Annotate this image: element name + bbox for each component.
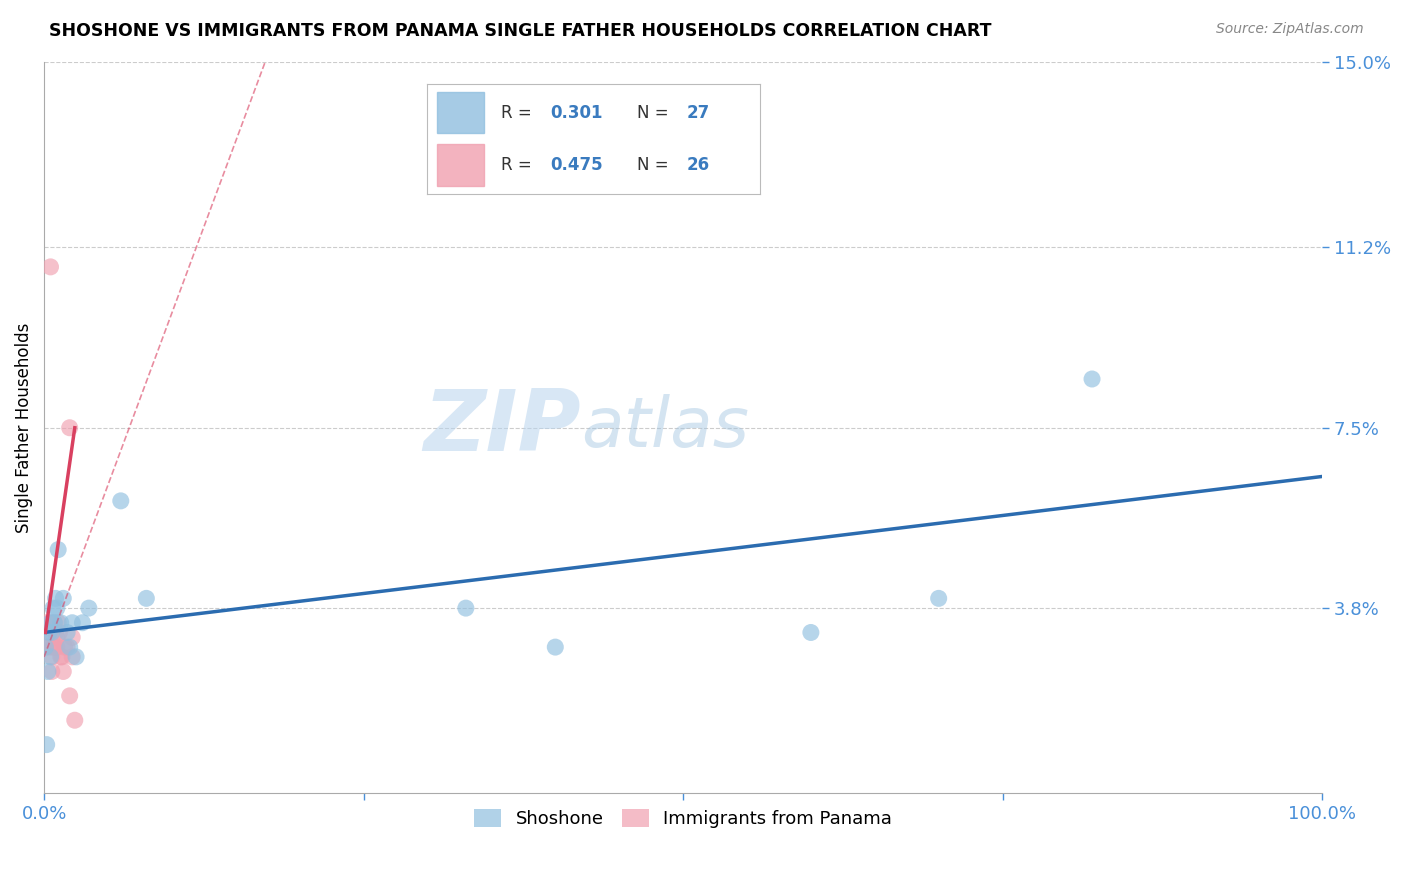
Point xyxy=(46,615,69,630)
Point xyxy=(135,591,157,606)
Point xyxy=(34,640,56,654)
Point xyxy=(44,615,66,630)
Point xyxy=(46,542,69,557)
Point xyxy=(63,713,86,727)
Point xyxy=(60,631,83,645)
Point xyxy=(60,615,83,630)
Point xyxy=(48,625,70,640)
Point xyxy=(65,649,87,664)
Point xyxy=(1081,372,1104,386)
Point xyxy=(52,665,75,679)
Point xyxy=(53,640,76,654)
Point xyxy=(42,601,65,615)
Point xyxy=(52,591,75,606)
Point xyxy=(49,649,72,664)
Legend: Shoshone, Immigrants from Panama: Shoshone, Immigrants from Panama xyxy=(467,802,900,836)
Point xyxy=(39,260,62,274)
Point xyxy=(38,625,60,640)
Text: ZIP: ZIP xyxy=(423,386,581,469)
Point xyxy=(45,631,67,645)
Text: Source: ZipAtlas.com: Source: ZipAtlas.com xyxy=(1216,22,1364,37)
Point xyxy=(51,649,73,664)
Text: atlas: atlas xyxy=(581,394,749,461)
Point xyxy=(56,640,79,654)
Point xyxy=(41,665,63,679)
Text: SHOSHONE VS IMMIGRANTS FROM PANAMA SINGLE FATHER HOUSEHOLDS CORRELATION CHART: SHOSHONE VS IMMIGRANTS FROM PANAMA SINGL… xyxy=(49,22,991,40)
Point xyxy=(544,640,567,654)
Point xyxy=(44,640,66,654)
Point xyxy=(39,649,62,664)
Point xyxy=(60,649,83,664)
Point xyxy=(41,625,63,640)
Point xyxy=(38,640,60,654)
Point xyxy=(37,625,59,640)
Point xyxy=(77,601,100,615)
Point xyxy=(59,689,82,703)
Point xyxy=(34,640,56,654)
Point xyxy=(39,615,62,630)
Point xyxy=(59,640,82,654)
Point xyxy=(42,640,65,654)
Point xyxy=(37,665,59,679)
Point xyxy=(45,601,67,615)
Point xyxy=(49,615,72,630)
Point xyxy=(44,615,66,630)
Point xyxy=(45,625,67,640)
Point xyxy=(59,421,82,435)
Point xyxy=(45,591,67,606)
Point xyxy=(110,494,132,508)
Point xyxy=(45,640,67,654)
Y-axis label: Single Father Households: Single Father Households xyxy=(15,323,32,533)
Point xyxy=(454,601,477,615)
Point xyxy=(35,615,58,630)
Point xyxy=(72,615,94,630)
Point xyxy=(39,615,62,630)
Point xyxy=(928,591,950,606)
Point xyxy=(35,738,58,752)
Point xyxy=(56,625,79,640)
Point xyxy=(41,649,63,664)
Point xyxy=(800,625,823,640)
